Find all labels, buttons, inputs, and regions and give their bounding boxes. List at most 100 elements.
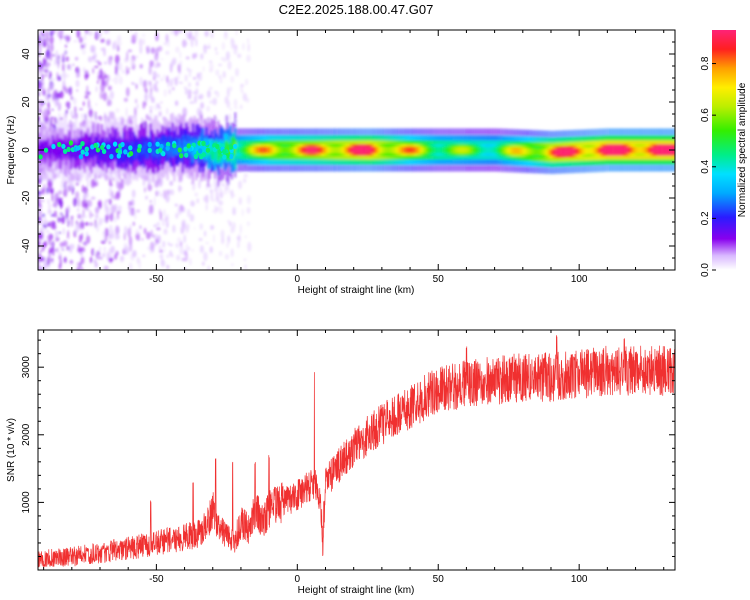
- spectrogram-speckle: [62, 248, 65, 251]
- spectrogram-speckle: [66, 245, 70, 251]
- spectrogram-speckle: [43, 216, 47, 225]
- spectrogram-cell: [335, 146, 338, 154]
- spectrogram-speckle: [227, 60, 232, 70]
- spectrogram-speckle: [115, 225, 120, 235]
- spectrogram-speckle: [48, 210, 53, 213]
- spectrogram-speckle: [87, 199, 93, 207]
- spectrogram-speckle: [165, 33, 169, 43]
- spectrogram-speckle: [222, 71, 226, 79]
- spectrogram-speckle: [107, 85, 112, 91]
- spectrogram-cell: [122, 144, 125, 155]
- spectrogram-speckle: [103, 251, 107, 254]
- spectrogram-cell: [399, 146, 403, 154]
- spectrogram-speckle: [68, 86, 73, 96]
- spectrogram-speckle: [56, 247, 59, 253]
- spectrogram-speckle: [69, 64, 73, 71]
- spectrogram-speckle: [235, 67, 239, 77]
- spectrogram-speckle: [145, 195, 148, 200]
- spectrogram-speckle: [192, 36, 195, 41]
- spectrogram-speckle: [195, 89, 199, 94]
- spectrogram-cell: [259, 146, 262, 154]
- spectrogram-cell: [136, 140, 139, 153]
- spectrogram-speckle: [62, 227, 65, 235]
- spectrogram-cell: [548, 149, 551, 156]
- spectrogram-speckle: [48, 84, 51, 94]
- spectrogram-speckle: [45, 264, 51, 269]
- spectrogram-speckle: [178, 184, 182, 193]
- spectrogram-speckle: [162, 240, 166, 248]
- spectrogram-cell: [574, 148, 577, 155]
- spectrogram-blob: [183, 146, 188, 152]
- spectrogram-speckle: [65, 44, 67, 48]
- spectrogram-speckle: [57, 30, 60, 38]
- spectrogram-speckle: [244, 264, 247, 270]
- spectrogram-speckle: [187, 67, 189, 72]
- spectrogram-speckle: [110, 245, 115, 254]
- spectrogram-cell: [520, 148, 523, 155]
- spectrogram-blob: [128, 145, 133, 151]
- spectrogram-cell: [232, 135, 235, 153]
- spectrogram-speckle: [99, 219, 102, 226]
- spectrogram-cell: [313, 146, 316, 154]
- spectrogram-cell: [120, 151, 124, 159]
- spectrogram-speckle: [109, 212, 114, 222]
- spectrogram-cell: [618, 146, 621, 154]
- spectrogram-speckle: [49, 189, 54, 194]
- spectrogram-cell: [405, 146, 408, 154]
- spectrogram-cell: [306, 146, 310, 154]
- spectrogram-cell: [646, 146, 649, 154]
- spectrogram-cell: [457, 146, 460, 154]
- spectrogram-speckle: [81, 232, 83, 241]
- spectrogram-speckle: [110, 111, 115, 120]
- spectrogram-speckle: [76, 208, 80, 212]
- spectrogram-speckle: [104, 61, 107, 65]
- spectrogram-cell: [514, 147, 518, 154]
- spectrogram-speckle: [247, 221, 250, 226]
- spectrogram-speckle: [114, 215, 117, 223]
- spectrogram-speckle: [163, 89, 167, 97]
- spectrogram-speckle: [101, 217, 106, 223]
- spectrogram-blob: [147, 141, 152, 148]
- spectrogram-speckle: [70, 96, 74, 101]
- spectrogram-speckle: [206, 105, 210, 112]
- spectrogram-speckle: [219, 187, 222, 192]
- spectrogram-blob: [62, 148, 68, 154]
- spectrogram-speckle: [85, 90, 89, 98]
- spectrogram-cell: [141, 145, 144, 154]
- spectrogram-cell: [655, 146, 658, 154]
- spectrogram-speckle: [194, 30, 199, 38]
- spectrogram-speckle: [155, 34, 158, 42]
- spectrogram-speckle: [51, 240, 55, 250]
- spectrogram-ticks: -50 0 50 100 -40 -20 0 20 40: [21, 30, 675, 285]
- spectrogram-speckle: [65, 184, 69, 194]
- spectrogram-heatmap: [38, 30, 675, 270]
- spectrogram-speckle: [184, 87, 188, 96]
- spectrogram-cell: [472, 146, 475, 154]
- spectrogram-speckle: [91, 214, 94, 217]
- spectrogram-speckle: [176, 237, 182, 243]
- spectrogram-speckle: [159, 249, 164, 253]
- spectrogram-cell: [540, 148, 543, 155]
- spectrogram-speckle: [146, 80, 148, 86]
- spectrogram-cell: [575, 148, 578, 155]
- spectrogram-speckle: [39, 101, 42, 106]
- spectrogram-cell: [362, 146, 365, 154]
- spectrogram-cell: [246, 146, 249, 154]
- spectrogram-speckle: [38, 34, 40, 42]
- spectrogram-cell: [68, 149, 71, 158]
- spectrogram-speckle: [75, 72, 80, 79]
- spectrogram-speckle: [89, 210, 92, 219]
- spectrogram-speckle: [219, 77, 223, 84]
- spectrogram-cell: [386, 146, 389, 154]
- spectrogram-speckle: [215, 51, 219, 55]
- spectrogram-speckle: [153, 83, 158, 92]
- spectrogram-speckle: [163, 74, 165, 81]
- spectrogram-speckle: [97, 62, 102, 66]
- spectrogram-speckle: [135, 98, 138, 104]
- spectrogram-blob: [112, 141, 118, 147]
- spectrogram-speckle: [45, 30, 49, 39]
- spectrogram-cell: [262, 146, 266, 154]
- spectrogram-cell: [359, 146, 362, 154]
- spectrogram-speckle: [77, 244, 81, 248]
- spectrogram-speckle: [91, 56, 95, 59]
